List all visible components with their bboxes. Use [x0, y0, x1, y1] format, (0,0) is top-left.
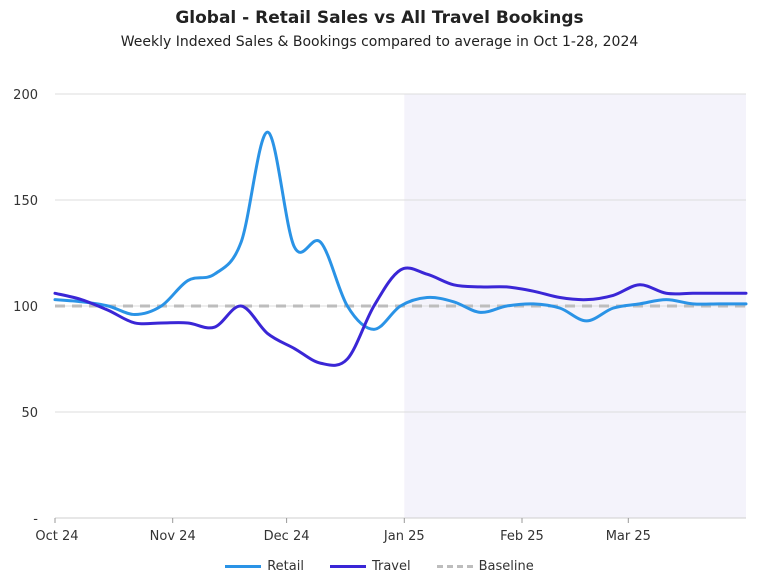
legend-swatch-travel [329, 565, 366, 568]
series-lines [53, 130, 748, 367]
chart-subtitle: Weekly Indexed Sales & Bookings compared… [120, 34, 639, 50]
x-tick-label: Mar 25 [606, 529, 651, 544]
x-axis-ticks: Oct 24 Nov 24 Dec 24 Jan 25 Feb 25 Mar 25 [35, 518, 651, 544]
y-tick-label: - [33, 512, 38, 527]
x-tick-label: Feb 25 [500, 529, 544, 544]
legend-item-baseline[interactable]: Baseline [436, 559, 534, 574]
series-line-travel [53, 266, 748, 367]
y-tick-label: 150 [13, 194, 38, 209]
chart-title: Global - Retail Sales vs All Travel Book… [175, 8, 584, 28]
legend-label-travel: Travel [371, 559, 411, 574]
legend-label-retail: Retail [267, 559, 304, 574]
legend-swatch-baseline [436, 565, 473, 568]
legend-item-retail[interactable]: Retail [225, 559, 304, 574]
series-line-retail [53, 130, 748, 331]
legend-item-travel[interactable]: Travel [329, 559, 411, 574]
y-axis-ticks: 200 150 100 50 - [13, 88, 38, 527]
legend: Retail Travel Baseline [0, 559, 759, 574]
x-tick-label: Jan 25 [383, 529, 425, 544]
x-tick-label: Nov 24 [150, 529, 196, 544]
legend-label-baseline: Baseline [478, 559, 534, 574]
x-tick-label: Oct 24 [35, 529, 78, 544]
y-tick-label: 200 [13, 88, 38, 103]
legend-swatch-retail [225, 565, 262, 568]
y-tick-label: 50 [21, 406, 38, 421]
x-tick-label: Dec 24 [264, 529, 310, 544]
y-tick-label: 100 [13, 300, 38, 315]
